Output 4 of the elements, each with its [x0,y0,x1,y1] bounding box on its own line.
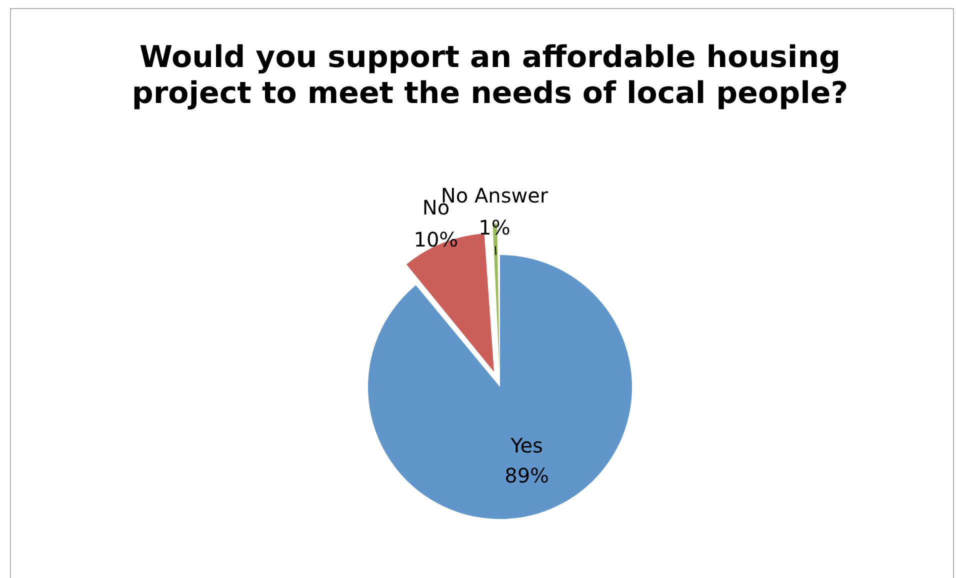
data-label: 10% [414,227,458,252]
chart-title: Would you support an affordable housing project to meet the needs of local people? [130,40,850,112]
slice-label: Yes [510,434,543,458]
data-label: 89% [504,464,550,488]
